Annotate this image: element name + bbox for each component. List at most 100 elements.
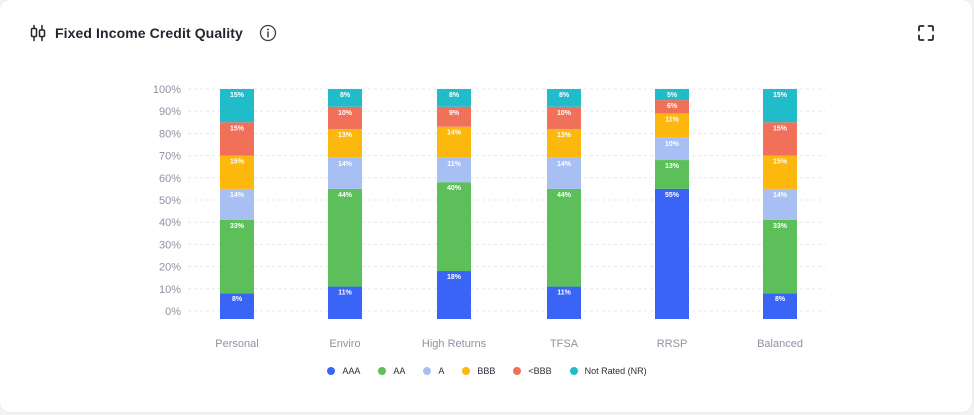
bar-segment[interactable]: [763, 219, 797, 294]
bar-segment[interactable]: [437, 157, 471, 183]
y-tick-label: 50%: [159, 195, 181, 207]
bar-segment[interactable]: [328, 128, 362, 158]
legend-label: BBB: [477, 366, 496, 376]
bar-segment[interactable]: [655, 89, 689, 101]
y-tick-label: 10%: [159, 284, 181, 296]
y-tick-label: 30%: [159, 239, 181, 251]
y-tick-label: 100%: [153, 84, 181, 96]
bar-segment[interactable]: [437, 89, 471, 107]
legend-label: <BBB: [528, 366, 552, 376]
bar-segment[interactable]: [655, 100, 689, 114]
info-icon[interactable]: [259, 24, 277, 42]
legend-swatch: [423, 367, 432, 375]
data-label: 14%: [338, 161, 353, 168]
bar-segment[interactable]: [547, 286, 581, 319]
bar-segment[interactable]: [220, 219, 254, 294]
bar-segment[interactable]: [437, 126, 471, 158]
bar-segment[interactable]: [328, 188, 362, 287]
bar-stack[interactable]: 11% 44% 14% 13% 10% 8%: [328, 89, 362, 319]
legend-swatch: [378, 367, 387, 375]
chart-legend: AAA AA A BBB <BBB Not Rated (NR): [0, 366, 974, 376]
data-label: 10%: [338, 110, 353, 117]
legend-swatch: [462, 367, 471, 375]
x-tick-label: Personal: [215, 338, 258, 350]
data-label: 15%: [230, 92, 245, 99]
bar-segment[interactable]: [547, 89, 581, 107]
bar-segment[interactable]: [220, 89, 254, 123]
bar-segment[interactable]: [763, 293, 797, 319]
x-tick-label: Enviro: [329, 338, 360, 350]
x-tick-label: RRSP: [657, 338, 688, 350]
data-label: 33%: [773, 223, 788, 230]
data-label: 10%: [557, 110, 572, 117]
y-tick-label: 60%: [159, 173, 181, 185]
bar-segment[interactable]: [437, 271, 471, 319]
data-label: 14%: [230, 192, 245, 199]
legend-item[interactable]: <BBB: [513, 366, 552, 376]
legend-swatch: [513, 367, 522, 375]
data-label: 8%: [449, 92, 460, 99]
bar-segment[interactable]: [547, 157, 581, 189]
bar-segment[interactable]: [220, 188, 254, 220]
data-label: 8%: [559, 92, 570, 99]
bar-segment[interactable]: [763, 188, 797, 220]
data-label: 11%: [557, 290, 571, 297]
data-label: 11%: [665, 116, 679, 123]
y-tick-label: 70%: [159, 151, 181, 163]
bar-stack[interactable]: 55% 13% 10% 11% 6% 5%: [655, 89, 689, 319]
bar-segment[interactable]: [328, 157, 362, 189]
data-label: 18%: [447, 274, 462, 281]
bar-segment[interactable]: [437, 182, 471, 272]
expand-icon[interactable]: [917, 24, 935, 42]
bar-segment[interactable]: [763, 89, 797, 123]
data-label: 15%: [230, 159, 245, 166]
bar-segment[interactable]: [763, 155, 797, 189]
bar-segment[interactable]: [328, 286, 362, 319]
bar-segment[interactable]: [547, 106, 581, 129]
legend-label: A: [438, 366, 445, 376]
legend-label: AAA: [342, 366, 361, 376]
data-label: 14%: [557, 161, 572, 168]
bar-segment[interactable]: [328, 89, 362, 107]
bar-segment[interactable]: [220, 155, 254, 189]
bar-segment[interactable]: [547, 188, 581, 287]
data-label: 15%: [773, 92, 788, 99]
y-tick-label: 40%: [159, 217, 181, 229]
bar-segment[interactable]: [547, 128, 581, 158]
legend-item[interactable]: BBB: [462, 366, 495, 376]
bar-segment[interactable]: [763, 122, 797, 156]
data-label: 8%: [775, 296, 786, 303]
legend-item[interactable]: AAA: [327, 366, 360, 376]
data-label: 15%: [773, 125, 788, 132]
bar-segment[interactable]: [655, 137, 689, 161]
data-label: 6%: [667, 103, 678, 110]
stacked-bar-chart: 0% 10% 20% 30% 40% 50% 60% 70% 80% 90% 100% Persona…: [153, 84, 825, 350]
bar-segment[interactable]: [655, 188, 689, 319]
bar-segment[interactable]: [328, 106, 362, 129]
bar-segment[interactable]: [220, 293, 254, 319]
bar-segment[interactable]: [437, 106, 471, 127]
legend-label: Not Rated (NR): [584, 366, 647, 376]
data-label: 11%: [447, 161, 461, 168]
legend-swatch: [327, 367, 336, 375]
bar-stack[interactable]: 11% 44% 14% 13% 10% 8%: [547, 89, 581, 319]
card-title: Fixed Income Credit Quality: [55, 25, 243, 41]
legend-item[interactable]: AA: [378, 366, 405, 376]
data-label: 13%: [338, 132, 353, 139]
card-header: Fixed Income Credit Quality: [29, 22, 277, 44]
x-tick-label: Balanced: [757, 338, 803, 350]
legend-item[interactable]: A: [423, 366, 444, 376]
bar-segment[interactable]: [655, 113, 689, 138]
bar-stack[interactable]: 18% 40% 11% 14% 9% 8%: [437, 89, 471, 319]
data-label: 33%: [230, 223, 245, 230]
bar-stack[interactable]: 8% 33% 14% 15% 15% 15%: [763, 89, 797, 319]
y-tick-label: 20%: [159, 262, 181, 274]
bar-segment[interactable]: [220, 122, 254, 156]
bar-stack[interactable]: 8% 33% 14% 15% 15% 15%: [220, 89, 254, 319]
data-label: 15%: [773, 159, 788, 166]
data-label: 9%: [449, 110, 460, 117]
bar-segment[interactable]: [655, 160, 689, 189]
data-label: 5%: [667, 92, 678, 99]
data-label: 14%: [447, 130, 462, 137]
legend-item[interactable]: Not Rated (NR): [569, 366, 647, 376]
